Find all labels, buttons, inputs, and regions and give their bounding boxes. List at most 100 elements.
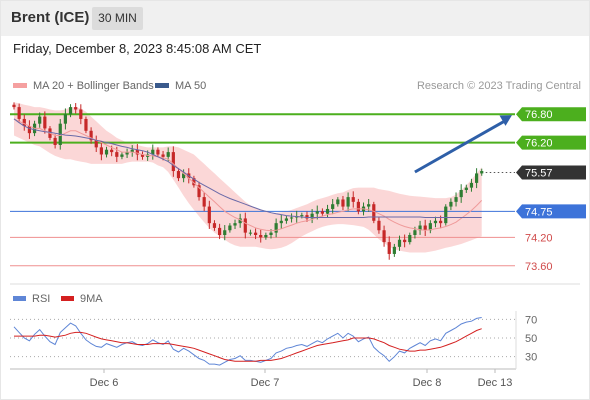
candle-body [228, 225, 232, 231]
candle-body [341, 199, 345, 207]
candle-body [182, 173, 186, 179]
ma50-swatch-icon [155, 82, 169, 88]
rsi-tick-label-30: 30 [525, 352, 537, 364]
candle-body [223, 230, 227, 235]
candle-body [315, 211, 319, 214]
legend-ma20-label: MA 20 + Bollinger Bands [33, 80, 154, 92]
rsi-line [13, 317, 482, 366]
candle-body [125, 152, 129, 155]
candle-body [480, 171, 484, 174]
datetime-label: Friday, December 8, 2023 8:45:08 AM CET [13, 41, 262, 56]
candle-body [408, 235, 412, 243]
legend-9ma: 9MA [61, 293, 103, 305]
candle-body [233, 223, 237, 226]
candle-body [428, 223, 432, 231]
candle-body [336, 199, 340, 205]
candle-body [279, 220, 283, 224]
candle-body [397, 239, 402, 247]
candle-body [253, 232, 258, 235]
candle-body [68, 107, 73, 115]
candle-body [444, 206, 448, 224]
legend-ma50: MA 50 [155, 80, 206, 92]
candle-body [63, 114, 67, 124]
candle-body [238, 218, 242, 224]
candle-body [110, 149, 114, 153]
candle-body [403, 239, 407, 243]
instrument-title: Brent (ICE) [11, 9, 90, 26]
candle-body [202, 197, 206, 207]
x-tick-label: Dec 8 [413, 377, 442, 389]
candle-body [212, 223, 217, 228]
candle-body [351, 197, 355, 202]
candle-body [130, 149, 134, 153]
candle-body [305, 215, 309, 219]
candle-body [289, 217, 294, 219]
candle-body [418, 225, 422, 231]
timeframe-badge[interactable]: 30 MIN [92, 7, 143, 30]
candle-body [27, 126, 32, 134]
legend-ma50-label: MA 50 [175, 80, 207, 92]
candle-body [331, 204, 335, 209]
candle-body [43, 116, 47, 129]
forecast-arrow-icon [499, 115, 512, 126]
candle-body [176, 171, 181, 179]
candle-body [382, 230, 386, 243]
candle-body [439, 220, 443, 224]
candle-body [449, 201, 453, 207]
candle-body [197, 185, 201, 198]
candle-body [274, 223, 278, 233]
rsi-tick-label-70: 70 [525, 314, 537, 326]
candle-body [300, 215, 304, 217]
candle-body [99, 147, 103, 155]
candle-body [74, 107, 78, 110]
candle-body [469, 182, 474, 188]
candle-body [53, 137, 57, 145]
forecast-arrow-shaft [414, 117, 509, 174]
candle-body [151, 149, 155, 155]
candle-body [218, 227, 222, 235]
level-label-pivot-3: 74.75 [525, 206, 553, 218]
candle-body [12, 104, 16, 108]
level-label-support-4: 74.20 [525, 232, 553, 244]
candle-body [372, 204, 376, 221]
rsi-swatch-icon [13, 295, 26, 301]
rsi-tick-label-50: 50 [525, 333, 537, 345]
x-tick-label: Dec 7 [251, 377, 280, 389]
copyright-notice: Research © 2023 Trading Central [416, 80, 581, 92]
candle-body [192, 178, 196, 186]
candle-body [38, 116, 42, 124]
candle-body [459, 190, 463, 198]
level-label-box-0 [516, 107, 586, 122]
candle-body [79, 109, 83, 119]
candle-body [171, 152, 175, 172]
level-label-box-1 [516, 135, 586, 150]
legend-ma20: MA 20 + Bollinger Bands [13, 80, 154, 92]
candle-body [346, 197, 350, 207]
candle-body [17, 107, 21, 119]
candle-body [207, 206, 211, 224]
level-label-current-2: 75.57 [525, 167, 553, 179]
ma20-line [13, 118, 483, 232]
level-label-resistance-1: 76.20 [525, 138, 553, 150]
header-bar: Brent (ICE) 30 MIN [0, 0, 590, 36]
candle-body [387, 242, 391, 254]
rsi-ma-line [14, 328, 482, 362]
legend-9ma-label: 9MA [80, 293, 103, 305]
candle-body [156, 149, 160, 155]
candle-body [454, 197, 458, 202]
ma50-line [13, 118, 482, 218]
candle-body [259, 235, 263, 238]
candle-body [104, 149, 109, 155]
candle-body [433, 220, 438, 224]
ma20-swatch-icon [13, 82, 27, 88]
candle-body [94, 140, 98, 148]
candle-body [166, 152, 170, 157]
candle-body [135, 149, 139, 155]
candle-body [320, 211, 324, 214]
candle-body [475, 173, 479, 183]
candle-body [310, 213, 314, 219]
candle-body [423, 225, 427, 231]
candle-body [120, 154, 124, 157]
